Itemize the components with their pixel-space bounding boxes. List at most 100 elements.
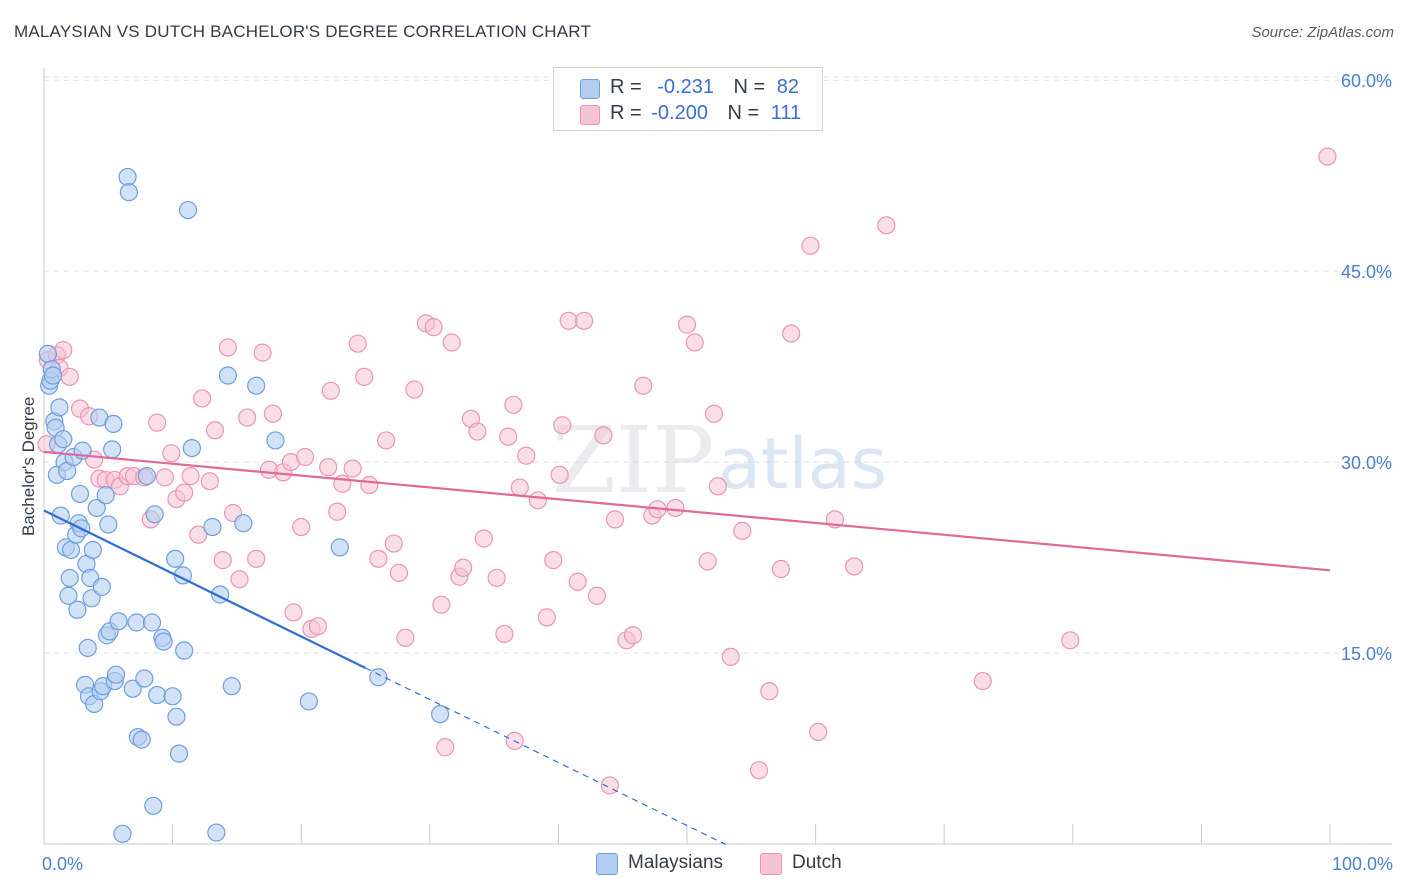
dutch-point xyxy=(263,404,283,423)
dutch-point xyxy=(877,216,896,235)
watermark-zip: ZIP xyxy=(552,407,714,514)
malaysian-point xyxy=(154,632,173,651)
dutch-point xyxy=(550,465,569,484)
malaysian-point xyxy=(96,486,115,505)
dutch-point xyxy=(253,343,272,362)
dutch-point xyxy=(544,551,563,570)
legend-swatch-malaysians xyxy=(580,79,600,99)
dutch-point xyxy=(568,572,587,591)
malaysian-point xyxy=(104,414,123,434)
r-value: -0.231 xyxy=(657,76,714,98)
malaysian-point xyxy=(113,824,132,843)
dutch-point xyxy=(343,459,362,478)
malaysian-trend-line xyxy=(43,509,366,669)
dutch-point xyxy=(575,311,594,330)
dutch-point xyxy=(454,558,473,577)
y-tick-label: 30.0% xyxy=(1341,453,1392,473)
dutch-point xyxy=(1061,631,1080,650)
dutch-point xyxy=(708,477,727,496)
trend-lines xyxy=(43,450,1331,845)
dutch-point xyxy=(528,491,547,510)
dutch-point xyxy=(308,617,328,636)
malaysian-point xyxy=(167,707,186,726)
dutch-point xyxy=(594,426,613,445)
dutch-point xyxy=(54,340,73,360)
legend-swatch-dutch xyxy=(580,105,600,125)
malaysian-trend-extension xyxy=(365,667,726,845)
tick-labels: 15.0% 30.0% 45.0% 60.0% 0.0% 100.0% xyxy=(42,71,1393,874)
dutch-point xyxy=(162,444,181,463)
dutch-point xyxy=(148,413,167,432)
malaysian-point xyxy=(43,366,63,385)
malaysian-point xyxy=(103,440,122,459)
dutch-point xyxy=(193,389,212,408)
y-axis-label: Bachelor's Degree xyxy=(19,397,38,536)
dutch-point xyxy=(175,483,194,502)
malaysian-point xyxy=(70,484,90,504)
malaysian-point xyxy=(142,613,162,632)
malaysian-point xyxy=(60,568,79,588)
dutch-point xyxy=(698,552,717,571)
n-value: 111 xyxy=(770,102,802,124)
r-label: R = xyxy=(610,102,642,124)
dutch-point xyxy=(510,478,529,497)
malaysian-point xyxy=(203,517,222,537)
dutch-point xyxy=(749,761,769,780)
malaysian-point xyxy=(169,744,189,763)
dutch-point xyxy=(704,404,724,423)
x-tick-label-min: 0.0% xyxy=(42,854,83,874)
dutch-point xyxy=(292,517,311,537)
watermark: ZIP atlas xyxy=(552,407,887,514)
dutch-point xyxy=(468,422,487,441)
dutch-point xyxy=(189,525,208,544)
y-tick-label: 45.0% xyxy=(1341,262,1392,282)
dutch-point xyxy=(495,624,514,644)
source-label: Source: ZipAtlas.com xyxy=(1251,24,1394,41)
dutch-point xyxy=(328,502,347,521)
dutch-point xyxy=(677,315,697,334)
dutch-point xyxy=(605,510,625,529)
dutch-point xyxy=(559,311,578,330)
watermark-atlas: atlas xyxy=(718,423,887,505)
malaysians-swatch xyxy=(596,853,618,875)
malaysian-point xyxy=(78,638,97,658)
malaysian-point xyxy=(109,612,128,631)
malaysian-point xyxy=(266,431,285,450)
dutch-point xyxy=(60,367,79,386)
malaysian-point xyxy=(182,438,201,458)
dutch-point xyxy=(623,626,643,645)
n-label: N = xyxy=(727,102,760,124)
malaysian-point xyxy=(50,398,69,417)
malaysian-point xyxy=(163,687,182,706)
chart-title: MALAYSIAN VS DUTCH BACHELOR'S DEGREE COR… xyxy=(14,22,592,41)
dutch-point xyxy=(442,333,461,352)
dutch-point xyxy=(432,595,451,614)
y-tick-label: 15.0% xyxy=(1341,644,1392,664)
dutch-point xyxy=(1318,147,1337,166)
dutch-point xyxy=(436,738,455,757)
dutch-point xyxy=(355,367,374,386)
malaysian-point xyxy=(166,549,185,568)
dutch-point xyxy=(396,628,415,647)
malaysian-point xyxy=(68,600,87,619)
malaysian-point xyxy=(99,515,118,534)
dutch-point xyxy=(587,586,607,605)
malaysians-label: Malaysians xyxy=(628,852,724,873)
r-label: R = xyxy=(610,76,642,98)
dutch-trend-line xyxy=(43,450,1331,572)
malaysian-point xyxy=(118,167,137,187)
malaysian-point xyxy=(119,183,138,202)
malaysian-point xyxy=(59,586,78,605)
dutch-point xyxy=(200,472,219,491)
dutch-point xyxy=(155,468,174,487)
malaysian-point xyxy=(299,692,319,711)
dutch-point xyxy=(284,603,303,622)
malaysian-point xyxy=(82,589,101,608)
dutch-point xyxy=(801,236,820,255)
dutch-point xyxy=(685,333,704,352)
dutch-point xyxy=(733,521,752,540)
malaysian-point xyxy=(148,685,167,705)
malaysian-points xyxy=(38,167,450,843)
malaysian-point xyxy=(135,669,154,688)
